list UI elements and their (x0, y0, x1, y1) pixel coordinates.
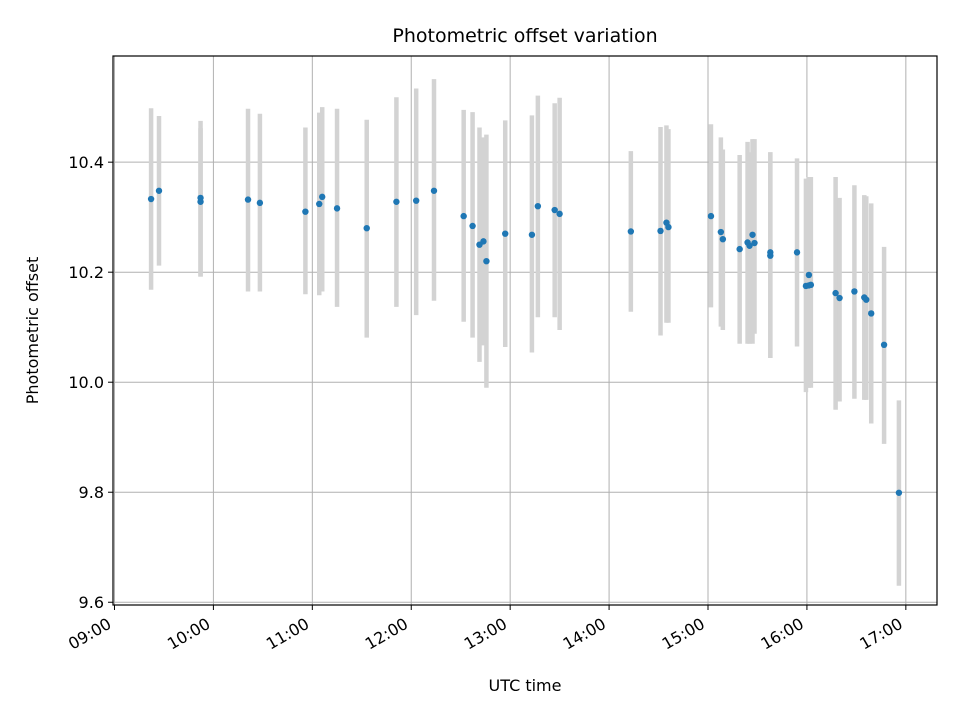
y-tick-label: 10.0 (68, 373, 104, 392)
y-tick-label: 9.6 (79, 593, 104, 612)
data-point (502, 230, 509, 237)
data-point (469, 222, 476, 230)
y-tick-label: 10.4 (68, 153, 104, 172)
data-point (155, 187, 163, 194)
y-axis-label: Photometric offset (23, 257, 42, 405)
data-point (480, 238, 487, 245)
data-point (256, 199, 264, 207)
data-point (460, 212, 467, 220)
data-point (736, 245, 743, 253)
data-point (717, 228, 725, 236)
data-point (556, 210, 563, 218)
data-point (805, 271, 813, 279)
data-point (333, 205, 341, 212)
data-point (868, 310, 875, 317)
data-point (719, 235, 727, 243)
data-point (665, 223, 672, 231)
data-point (551, 206, 558, 214)
data-point (836, 294, 843, 302)
data-point (430, 187, 438, 194)
data-point (880, 341, 888, 349)
data-point (528, 231, 536, 238)
data-point (147, 195, 155, 203)
y-tick-label: 10.2 (68, 263, 104, 282)
data-point (863, 296, 870, 303)
data-point (657, 227, 664, 235)
x-axis-label: UTC time (489, 676, 562, 695)
data-point (316, 200, 323, 208)
point-layer (147, 187, 903, 496)
data-point (302, 208, 309, 215)
data-point (483, 257, 490, 265)
data-point (363, 224, 370, 232)
data-point (851, 288, 858, 295)
data-point (793, 249, 801, 256)
data-point (895, 489, 903, 496)
data-point (807, 281, 815, 289)
chart-title: Photometric offset variation (392, 25, 657, 47)
data-point (197, 198, 204, 205)
grid-layer (113, 56, 937, 605)
data-point (393, 198, 400, 205)
plot-frame (112, 55, 938, 606)
data-point (767, 252, 774, 259)
data-point (412, 197, 420, 204)
data-point (751, 239, 758, 247)
y-tick-label: 9.8 (79, 483, 104, 502)
data-point (627, 228, 635, 235)
data-point (244, 196, 252, 203)
data-point (319, 193, 326, 201)
data-point (534, 202, 542, 210)
data-point (749, 231, 756, 238)
data-point (707, 212, 715, 220)
data-point (832, 289, 839, 297)
data-point (746, 242, 753, 249)
